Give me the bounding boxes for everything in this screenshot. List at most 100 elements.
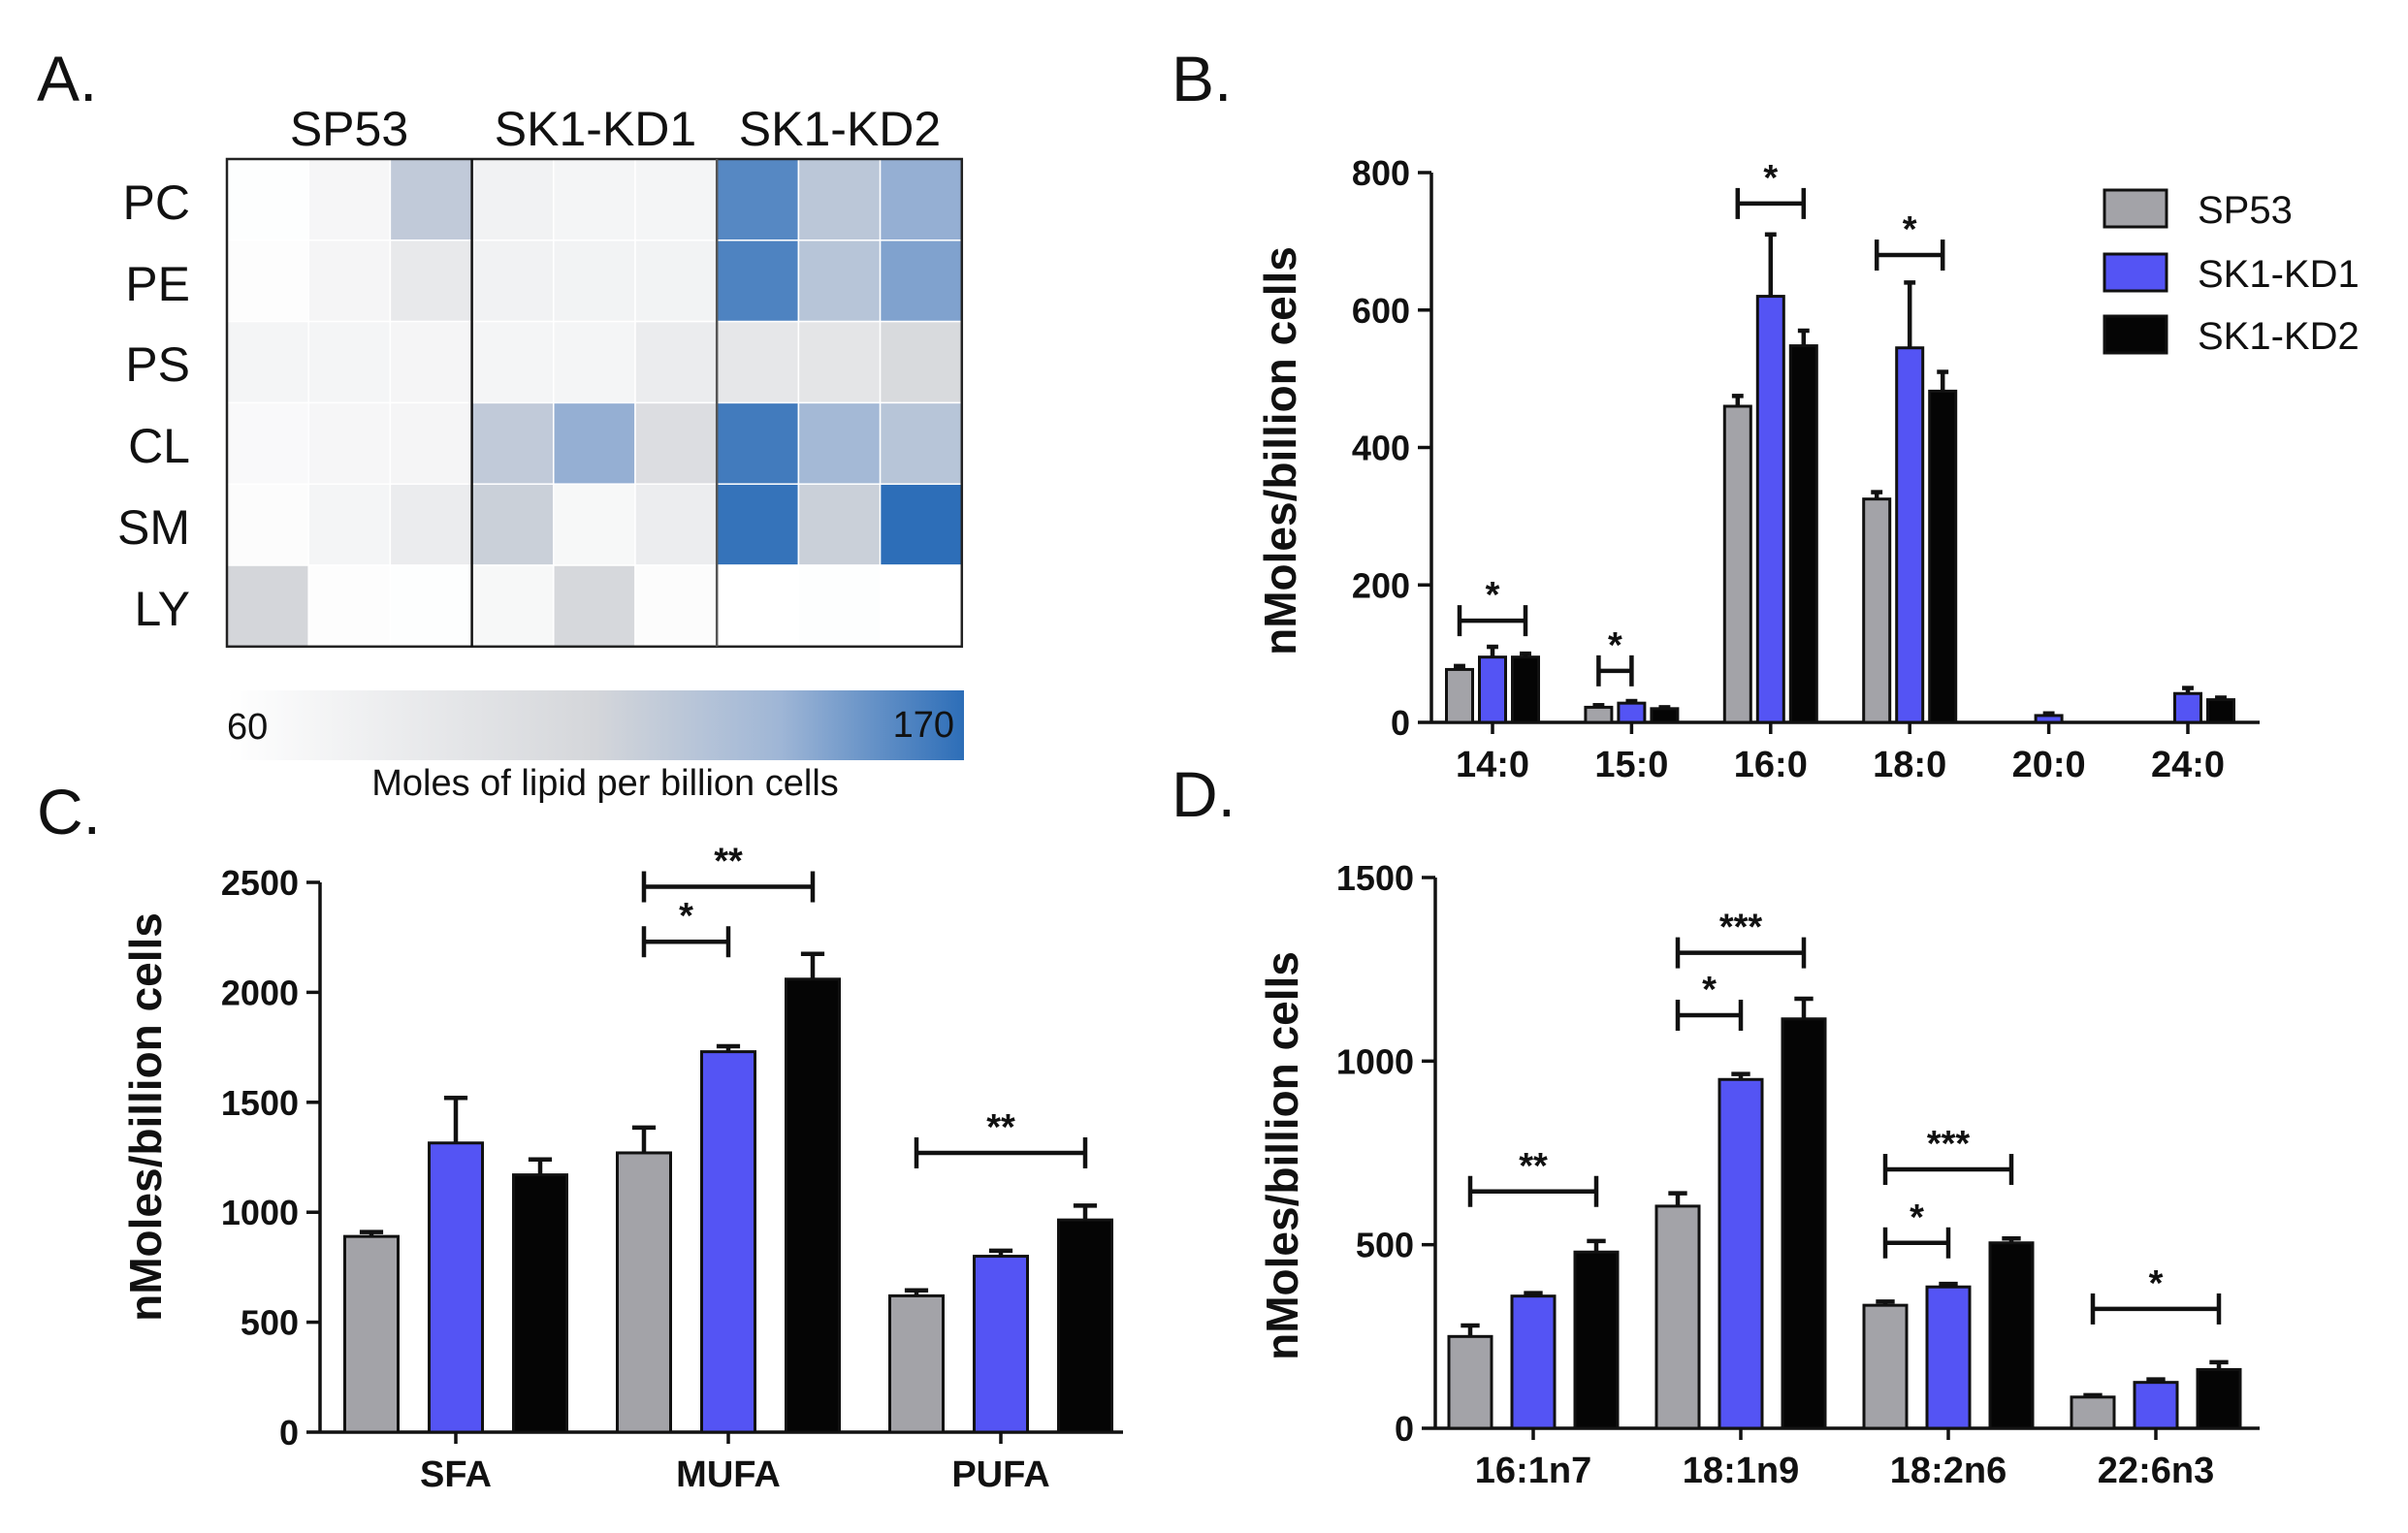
heatmap-cell-pc-5 [553,158,636,241]
d-y-tick-label: 1000 [1336,1041,1414,1081]
d-bar-sk1-kd1-16-1n7 [1510,1294,1557,1430]
heatmap-cell-cl-7 [716,401,800,485]
c-bar-sk1-kd2-mufa [785,977,841,1434]
heatmap-cells [226,158,963,648]
c-bar-sk1-kd2-pufa [1057,1218,1113,1434]
b-bar-sk1-kd1-14-0 [1478,655,1507,724]
heatmap-cell-ly-6 [634,564,718,648]
legend-swatch-sk1-kd2 [2103,314,2168,355]
d-significance-label: *** [1719,908,1763,948]
d-significance-label: ** [1519,1146,1548,1187]
panel-label-c: C. [37,776,101,847]
heatmap-cell-sm-6 [634,483,718,566]
d-bar-sp53-16-1n7 [1447,1334,1493,1430]
b-category-label-14-0: 14:0 [1456,745,1529,785]
legend-swatch-sk1-kd1 [2103,252,2168,293]
c-bar-sp53-mufa [616,1151,672,1434]
colorbar [227,690,964,760]
heatmap-row-cl: CL [128,419,190,473]
b-y-tick-label: 800 [1352,153,1410,193]
heatmap-cell-pe-6 [634,240,718,323]
heatmap-cell-ps-3 [389,320,473,404]
b-category-label-18-0: 18:0 [1873,745,1946,785]
d-bar-sp53-22-6n3 [2070,1395,2116,1430]
heatmap-cell-cl-4 [470,401,555,485]
panel-label-d: D. [1172,758,1236,830]
legend: SP53 SK1-KD1 SK1-KD2 [2103,188,2360,358]
heatmap-group-sk1-kd1: SK1-KD1 [495,102,696,156]
d-category-label-18-2n6: 18:2n6 [1890,1451,2007,1491]
heatmap-cell-ly-2 [307,564,392,648]
heatmap-cell-cl-2 [307,401,392,485]
c-bar-sk1-kd2-sfa [512,1173,568,1434]
c-y-tick-label: 0 [279,1413,299,1453]
b-y-tick-label: 400 [1352,429,1410,468]
d-bar-sp53-18-2n6 [1862,1303,1909,1430]
d-significance-label: * [1702,970,1717,1010]
b-bar-sk1-kd1-18-0 [1895,346,1925,724]
b-category-label-15-0: 15:0 [1594,745,1668,785]
b-significance-label: * [1608,625,1622,666]
b-bar-sp53-16-0 [1722,404,1752,724]
d-category-label-22-6n3: 22:6n3 [2098,1451,2214,1491]
heatmap-cell-sm-8 [797,483,882,566]
heatmap-cell-ly-9 [879,564,963,648]
bar-chart-d: nMoles/billion cells 0 500 1000 1500 16:1n7 1… [1257,858,2260,1491]
heatmap-cell-pc-8 [797,158,882,241]
b-bar-sk1-kd1-20-0 [2034,714,2064,724]
d-bar-sp53-18-1n9 [1654,1204,1701,1430]
heatmap-cell-ly-1 [226,564,309,648]
c-bar-sp53-sfa [343,1234,400,1434]
heatmap-cell-pe-1 [226,240,309,323]
b-bar-sk1-kd1-24-0 [2173,691,2202,724]
b-significance-label: * [1903,209,1917,250]
heatmap-cell-pe-9 [879,240,963,323]
heatmap-row-pe: PE [125,257,190,311]
panel-label-a: A. [37,43,97,114]
heatmap-group-sp53: SP53 [290,102,408,156]
heatmap-cell-ly-8 [797,564,882,648]
b-bar-sk1-kd1-15-0 [1617,701,1647,724]
heatmap-cell-sm-9 [879,483,963,566]
d-bar-sk1-kd1-18-2n6 [1925,1285,1972,1430]
heatmap-cell-ps-5 [553,320,636,404]
heatmap-cell-sm-4 [470,483,555,566]
heatmap-cell-sm-2 [307,483,392,566]
d-bar-sk1-kd2-22-6n3 [2196,1367,2242,1430]
c-significance-label: ** [986,1107,1015,1148]
heatmap-cell-sm-1 [226,483,309,566]
b-category-label-16-0: 16:0 [1734,745,1808,785]
c-bar-sk1-kd1-sfa [428,1141,484,1434]
heatmap-cell-ps-9 [879,320,963,404]
d-significance-label: * [2149,1263,2164,1304]
d-significance-label: *** [1927,1124,1971,1165]
bar-chart-c: nMoles/billion cells 0 500 1000 1500 2000 250… [120,842,1123,1495]
heatmap-row-ps: PS [125,337,190,392]
d-y-tick-label: 1500 [1336,858,1414,898]
heatmap-cell-pc-7 [716,158,800,241]
b-bar-sk1-kd2-16-0 [1788,344,1818,724]
c-bar-sp53-pufa [888,1293,945,1434]
heatmap-cell-ps-1 [226,320,309,404]
heatmap-row-ly: LY [135,582,190,636]
heatmap-cell-ps-4 [470,320,555,404]
heatmap-cell-ps-8 [797,320,882,404]
b-category-label-20-0: 20:0 [2012,745,2086,785]
heatmap-cell-ly-3 [389,564,473,648]
b-bar-sk1-kd2-15-0 [1650,707,1680,724]
d-bar-sk1-kd2-18-2n6 [1988,1241,2035,1430]
b-y-tick-label: 200 [1352,565,1410,605]
d-category-label-18-1n9: 18:1n9 [1683,1451,1799,1491]
heatmap-row-pc: PC [123,176,190,230]
heatmap-cell-ps-7 [716,320,800,404]
d-bar-sk1-kd1-22-6n3 [2133,1381,2179,1430]
c-y-tick-label: 1000 [221,1193,299,1232]
y-axis-label-b: nMoles/billion cells [1255,246,1305,655]
c-bar-sk1-kd1-pufa [973,1255,1029,1434]
legend-label-sp53: SP53 [2198,189,2293,232]
d-y-tick-label: 0 [1395,1409,1414,1449]
c-category-label-mufa: MUFA [676,1454,781,1495]
d-bar-sk1-kd2-16-1n7 [1573,1250,1620,1430]
heatmap-cell-pe-8 [797,240,882,323]
